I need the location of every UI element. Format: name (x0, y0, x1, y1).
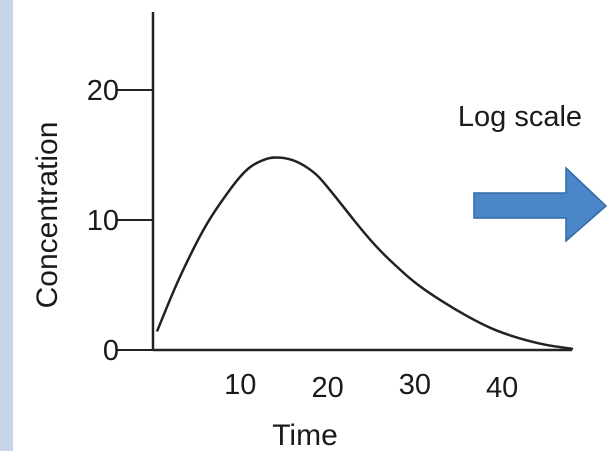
x-tick-label: 20 (311, 372, 343, 404)
x-tick-label: 40 (486, 372, 518, 404)
x-axis-ticks: 10 20 30 40 (224, 369, 518, 404)
y-tick-label: 10 (87, 205, 119, 237)
y-tick-label: 0 (103, 335, 119, 367)
x-axis-title: Time (272, 419, 338, 451)
right-arrow-icon (473, 166, 608, 243)
x-tick-label: 10 (224, 369, 256, 401)
y-axis-title: Concentration (31, 122, 64, 309)
slide-edge-strip (0, 0, 13, 451)
series-line (156, 156, 574, 350)
log-scale-note: Log scale (458, 101, 582, 133)
x-tick-label: 30 (399, 369, 431, 401)
y-tick-label: 20 (87, 75, 119, 107)
y-axis-ticks: 0 10 20 (87, 75, 153, 367)
